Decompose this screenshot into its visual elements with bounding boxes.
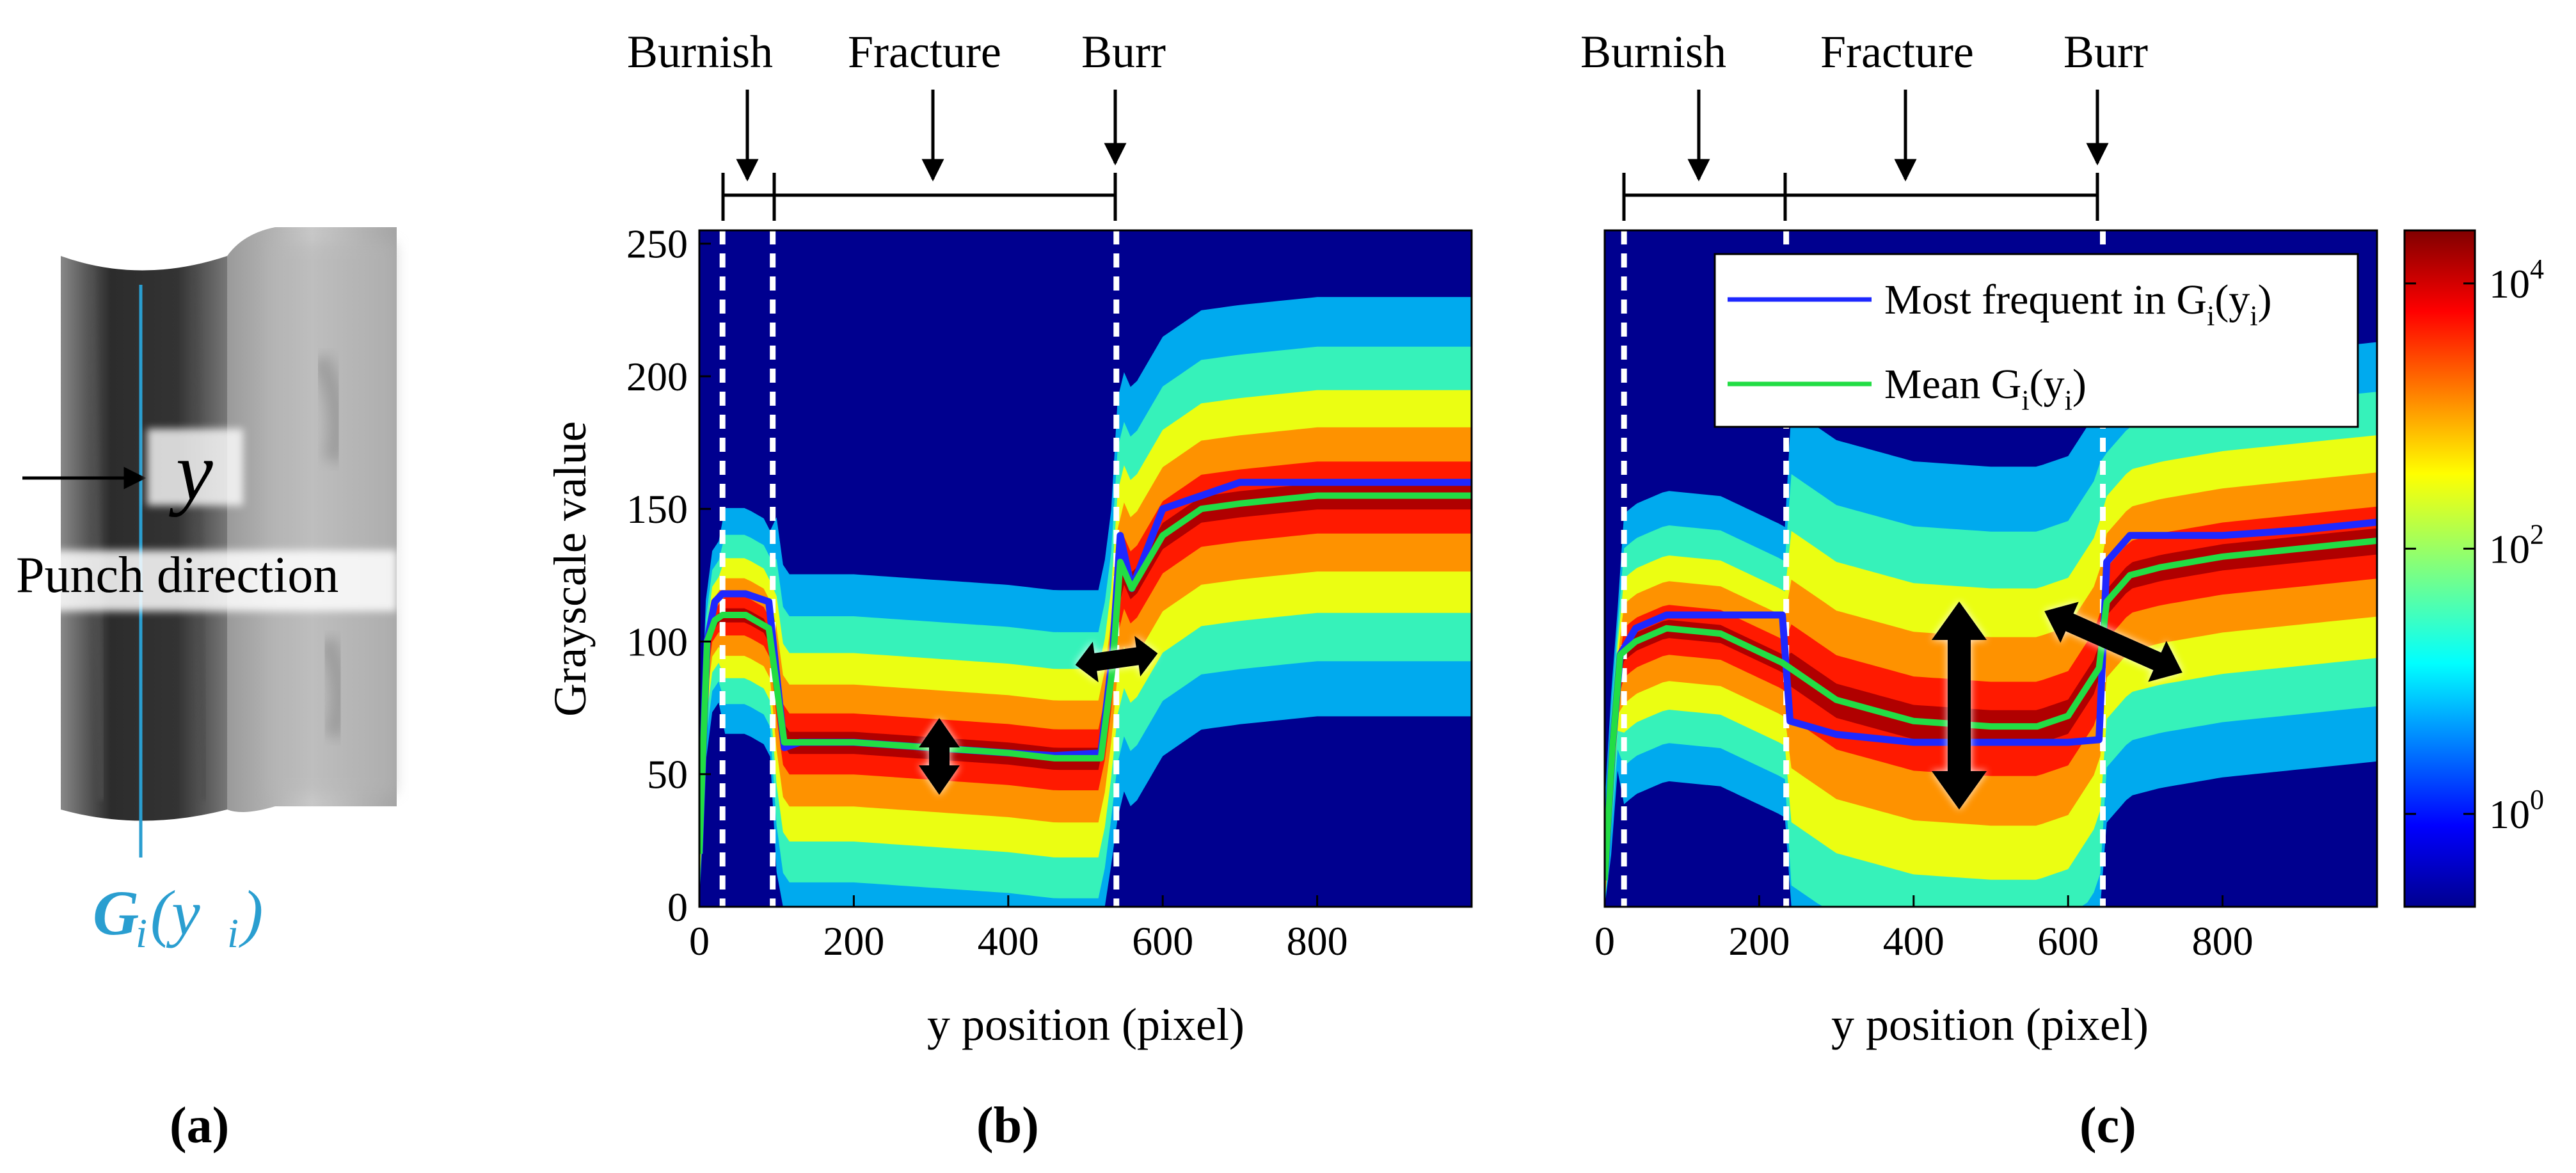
y-axis-label: Grayscale value [545, 421, 596, 717]
density-band [699, 461, 1472, 868]
region-label-burr-b: Burr [1081, 26, 1166, 77]
x-tick-label: 800 [1287, 918, 1348, 964]
svg-text:): ) [239, 877, 263, 948]
y-symbol: y [169, 426, 213, 518]
punch-direction-label: Punch direction [16, 547, 338, 603]
region-annotations-c: Burnish Fracture Burr [1580, 26, 2148, 221]
double-arrow-b2 [1075, 635, 1158, 683]
panel-b: Burnish Fracture Burr 0 200 400 600 800 0 50 10… [545, 26, 1473, 1154]
gi-label: G i (y i ) [93, 877, 263, 957]
axes-c: 0 200 400 600 800 [1594, 895, 2254, 964]
x-tick-label: 200 [823, 918, 884, 964]
y-tick-label: 0 [667, 884, 688, 930]
axes-b: 0 200 400 600 800 0 50 100 150 200 250 [626, 221, 1348, 964]
series-line-mean [1605, 538, 2377, 881]
panel-a: y Punch direction G i (y i ) (a) [13, 227, 397, 1154]
x-axis-label-c: y position (pixel) [1831, 999, 2149, 1050]
y-tick-label: 50 [647, 752, 688, 797]
double-arrow-c2 [2044, 602, 2182, 682]
y-tick-label: 100 [626, 619, 688, 664]
svg-text:G: G [93, 877, 139, 948]
colorbar-tick-label: 104 [2489, 253, 2544, 307]
panel-label-c: (c) [2079, 1097, 2136, 1154]
colorbar: 104 102 100 [2403, 229, 2544, 908]
panel-c: Burnish Fracture Burr Most frequent i [1580, 26, 2378, 1154]
heatmap-b [699, 230, 1472, 907]
legend-mean-label: Mean Gi(yi) [1884, 361, 2087, 416]
legend-mode-label: Most frequent in Gi(yi) [1884, 276, 2272, 331]
colorbar-ticks: 104 102 100 [2405, 253, 2544, 837]
x-axis-label-b: y position (pixel) [927, 999, 1244, 1050]
colorbar-tick-label: 102 [2489, 518, 2544, 571]
double-arrow-b1 [919, 718, 960, 795]
x-tick-label: 600 [2037, 918, 2099, 964]
panel-label-b: (b) [976, 1097, 1039, 1154]
x-tick-label: 0 [1594, 918, 1615, 964]
series-lines-c [1605, 518, 2377, 881]
series-lines-b [699, 479, 1472, 854]
colorbar-bar [2403, 229, 2476, 908]
cylinder-illustration [61, 227, 397, 858]
region-annotations-b: Burnish Fracture Burr [627, 26, 1166, 221]
colorbar-tick-label: 100 [2489, 784, 2544, 837]
double-arrow-c1 [1932, 602, 1987, 810]
y-tick-label: 200 [626, 354, 688, 399]
region-label-fracture-b: Fracture [848, 26, 1001, 77]
svg-text:(y: (y [150, 877, 200, 948]
series-line-mean [699, 492, 1472, 854]
x-tick-label: 0 [689, 918, 710, 964]
x-tick-label: 800 [2192, 918, 2254, 964]
series-line-most-frequent [1605, 518, 2377, 881]
svg-text:i: i [227, 911, 239, 957]
density-band [1605, 506, 2377, 895]
panel-label-a: (a) [170, 1097, 229, 1154]
x-tick-label: 600 [1132, 918, 1193, 964]
x-tick-label: 400 [1883, 918, 1944, 964]
legend: Most frequent in Gi(yi) Mean Gi(yi) [1713, 253, 2359, 428]
x-tick-label: 200 [1728, 918, 1790, 964]
axes-frame-c [1603, 229, 2378, 908]
y-tick-label: 150 [626, 486, 688, 532]
x-tick-label: 400 [978, 918, 1039, 964]
axes-frame-b [698, 229, 1473, 908]
region-label-burr-c: Burr [2063, 26, 2148, 77]
heatmap-c [1605, 230, 2377, 907]
region-label-burnish-b: Burnish [627, 26, 773, 77]
region-label-fracture-c: Fracture [1820, 26, 1974, 77]
svg-text:i: i [136, 911, 147, 957]
y-tick-label: 250 [626, 221, 688, 267]
region-label-burnish-c: Burnish [1580, 26, 1726, 77]
